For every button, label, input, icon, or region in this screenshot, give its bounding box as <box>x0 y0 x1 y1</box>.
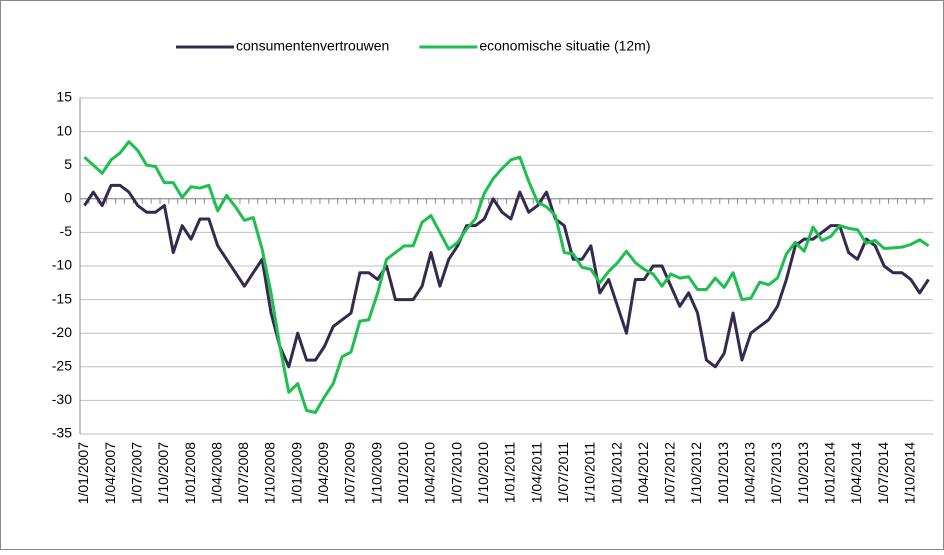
y-tick-label: 15 <box>56 89 72 105</box>
x-tick-label: 1/01/2013 <box>715 442 731 504</box>
x-tick-label: 1/10/2012 <box>688 442 704 504</box>
x-tick-label: 1/01/2009 <box>288 442 304 504</box>
y-tick-label: -10 <box>52 257 72 273</box>
series-line <box>83 183 930 369</box>
x-tick-label: 1/10/2008 <box>262 442 278 504</box>
x-tick-label: 1/07/2007 <box>128 442 144 504</box>
x-tick-label: 1/10/2013 <box>795 442 811 504</box>
x-tick-label: 1/01/2011 <box>502 442 518 503</box>
y-tick-label: 0 <box>64 190 72 206</box>
x-tick-label: 1/04/2008 <box>208 442 224 504</box>
x-tick-label: 1/07/2008 <box>235 442 251 504</box>
x-tick-label: 1/10/2011 <box>582 442 598 503</box>
x-tick-label: 1/04/2013 <box>742 442 758 504</box>
x-tick-label: 1/04/2014 <box>848 442 864 504</box>
y-tick-label: -25 <box>52 358 72 374</box>
x-tick-label: 1/01/2014 <box>822 442 838 504</box>
x-tick-label: 1/07/2010 <box>448 442 464 504</box>
x-tick-label: 1/01/2007 <box>75 442 91 504</box>
y-tick-label: -35 <box>52 425 72 441</box>
x-tick-label: 1/01/2010 <box>395 442 411 504</box>
legend-label: economische situatie (12m) <box>479 38 650 54</box>
y-tick-label: -20 <box>52 324 72 340</box>
x-tick-label: 1/04/2011 <box>528 442 544 503</box>
series-line <box>83 140 930 414</box>
y-tick-label: 5 <box>64 156 72 172</box>
x-tick-label: 1/04/2007 <box>102 442 118 504</box>
x-tick-label: 1/01/2008 <box>182 442 198 504</box>
y-tick-label: -30 <box>52 391 72 407</box>
x-tick-label: 1/10/2010 <box>475 442 491 504</box>
x-tick-label: 1/07/2012 <box>662 442 678 504</box>
x-tick-label: 1/04/2012 <box>635 442 651 504</box>
x-tick-label: 1/07/2014 <box>875 442 891 504</box>
y-tick-label: 10 <box>56 122 72 138</box>
x-tick-label: 1/04/2009 <box>315 442 331 504</box>
legend-label: consumentenvertrouwen <box>236 38 389 54</box>
x-tick-label: 1/10/2007 <box>155 442 171 504</box>
y-tick-label: -15 <box>52 290 72 306</box>
x-tick-label: 1/10/2009 <box>368 442 384 504</box>
x-tick-label: 1/04/2010 <box>422 442 438 504</box>
x-tick-label: 1/01/2012 <box>608 442 624 504</box>
x-tick-label: 1/07/2011 <box>555 442 571 503</box>
x-tick-label: 1/10/2014 <box>901 442 917 504</box>
y-tick-label: -5 <box>60 223 73 239</box>
x-tick-label: 1/07/2013 <box>768 442 784 504</box>
x-tick-label: 1/07/2009 <box>342 442 358 504</box>
